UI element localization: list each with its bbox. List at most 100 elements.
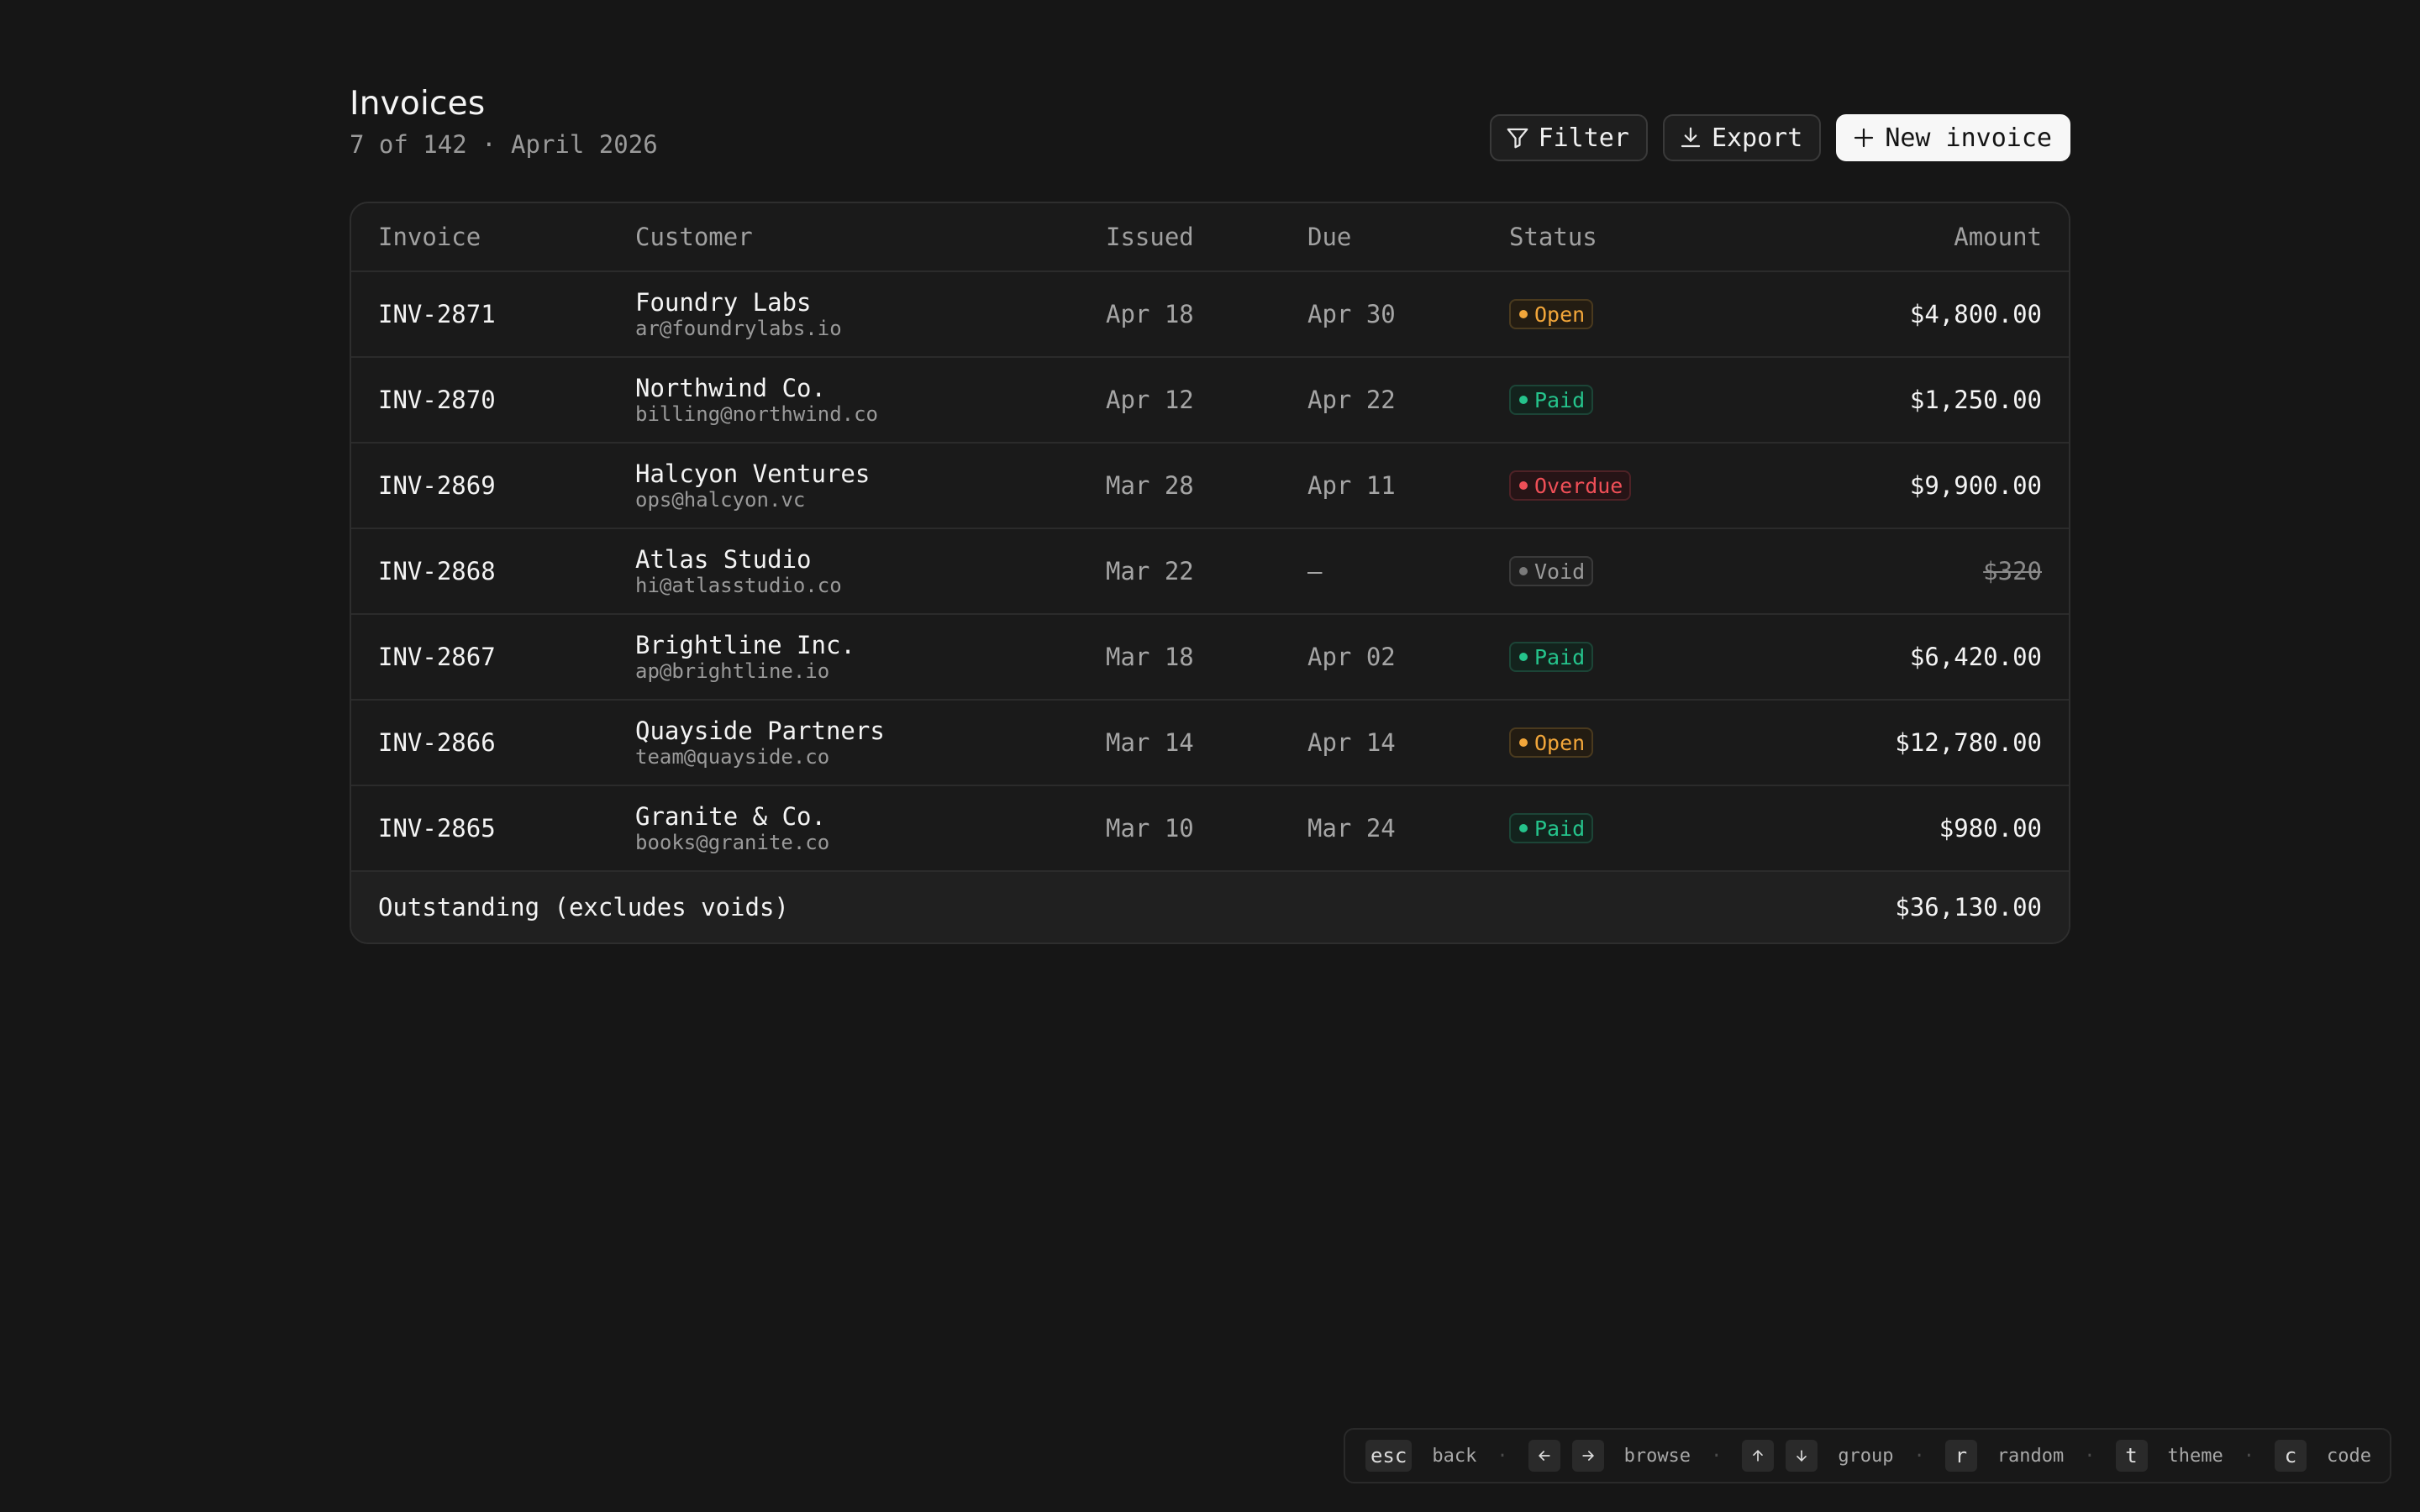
invoice-amount: $6,420.00 (1909, 643, 2042, 671)
invoice-amount: $320 (1983, 557, 2042, 585)
shortcut-label-random: random (1996, 1445, 2065, 1467)
status-label: Void (1534, 559, 1586, 584)
issued-date: Apr 18 (1106, 300, 1194, 328)
status-badge: Void (1509, 556, 1594, 586)
status-label: Paid (1534, 644, 1586, 669)
export-button[interactable]: Export (1662, 114, 1822, 161)
status-dot (1519, 653, 1528, 661)
table-footer-row: Outstanding (excludes voids) $36,130.00 (351, 870, 2069, 942)
status-label: Paid (1534, 816, 1586, 841)
arrow-right-icon (1581, 1451, 1594, 1461)
arrow-up-icon (1753, 1450, 1764, 1462)
status-dot (1519, 824, 1528, 832)
separator: · (1497, 1445, 1508, 1467)
table-row[interactable]: INV-2867 Brightline Inc. ap@brightline.i… (351, 613, 2069, 699)
column-header-due[interactable]: Due (1307, 223, 1352, 251)
arrow-left-icon (1538, 1451, 1550, 1461)
invoice-id: INV-2870 (378, 386, 496, 414)
invoice-id: INV-2869 (378, 471, 496, 500)
status-dot (1519, 310, 1528, 318)
status-badge: Paid (1509, 813, 1594, 843)
status-badge: Overdue (1509, 470, 1632, 501)
esc-key[interactable]: esc (1365, 1440, 1413, 1472)
outstanding-amount: $36,130.00 (1895, 893, 2042, 921)
customer-name: Granite & Co. (635, 802, 826, 831)
customer-name: Northwind Co. (635, 374, 826, 402)
invoice-id: INV-2868 (378, 557, 496, 585)
table-row[interactable]: INV-2869 Halcyon Ventures ops@halcyon.vc… (351, 442, 2069, 528)
status-label: Paid (1534, 387, 1586, 412)
keyboard-shortcuts-bar: esc back · browse · group · r random · t… (1343, 1428, 2391, 1483)
plus-icon (1854, 128, 1874, 148)
issued-date: Mar 28 (1106, 471, 1194, 500)
r-key[interactable]: r (1944, 1440, 1977, 1472)
status-badge: Paid (1509, 385, 1594, 415)
customer-name: Foundry Labs (635, 288, 812, 317)
c-key[interactable]: c (2275, 1440, 2307, 1472)
arrow-up-key[interactable] (1742, 1440, 1775, 1472)
status-badge: Open (1509, 299, 1594, 329)
page-header: Invoices 7 of 142 · April 2026 Filter Ex… (350, 81, 2070, 173)
customer-email: hi@atlasstudio.co (635, 574, 842, 597)
separator: · (2084, 1445, 2096, 1467)
issued-date: Mar 18 (1106, 643, 1194, 671)
status-dot (1519, 396, 1528, 404)
column-header-status[interactable]: Status (1509, 223, 1597, 251)
status-dot (1519, 738, 1528, 747)
column-header-issued[interactable]: Issued (1106, 223, 1194, 251)
table-row[interactable]: INV-2870 Northwind Co. billing@northwind… (351, 356, 2069, 442)
column-header-invoice[interactable]: Invoice (378, 223, 481, 251)
issued-date: Apr 12 (1106, 386, 1194, 414)
arrow-down-key[interactable] (1786, 1440, 1818, 1472)
invoice-amount: $9,900.00 (1909, 471, 2042, 500)
invoice-id: INV-2871 (378, 300, 496, 328)
header-actions: Filter Export New invoice (1489, 114, 2070, 161)
invoice-id: INV-2866 (378, 728, 496, 757)
invoice-amount: $980.00 (1939, 814, 2042, 843)
table-row[interactable]: INV-2871 Foundry Labs ar@foundrylabs.io … (351, 270, 2069, 356)
due-date: Apr 14 (1307, 728, 1396, 757)
column-header-amount[interactable]: Amount (1954, 223, 2042, 251)
due-date: Apr 30 (1307, 300, 1396, 328)
due-date: Apr 02 (1307, 643, 1396, 671)
download-icon (1681, 127, 1701, 148)
customer-email: books@granite.co (635, 831, 830, 854)
shortcut-label-browse: browse (1623, 1445, 1691, 1467)
shortcut-label-theme: theme (2167, 1445, 2223, 1467)
page-subtitle: 7 of 142 · April 2026 (350, 130, 658, 159)
arrow-down-icon (1797, 1450, 1807, 1462)
outstanding-label: Outstanding (excludes voids) (378, 893, 789, 921)
due-date: Apr 22 (1307, 386, 1396, 414)
separator: · (2243, 1445, 2255, 1467)
customer-email: ap@brightline.io (635, 659, 830, 683)
table-row[interactable]: INV-2868 Atlas Studio hi@atlasstudio.co … (351, 528, 2069, 613)
arrow-right-key[interactable] (1571, 1440, 1604, 1472)
invoice-id: INV-2867 (378, 643, 496, 671)
invoice-amount: $4,800.00 (1909, 300, 2042, 328)
export-button-label: Export (1711, 123, 1803, 153)
arrow-left-key[interactable] (1528, 1440, 1560, 1472)
filter-button-label: Filter (1538, 123, 1629, 153)
customer-email: billing@northwind.co (635, 402, 878, 426)
table-row[interactable]: INV-2865 Granite & Co. books@granite.co … (351, 785, 2069, 870)
customer-name: Atlas Studio (635, 545, 812, 574)
separator: · (1913, 1445, 1925, 1467)
t-key[interactable]: t (2115, 1440, 2148, 1472)
shortcut-label-group: group (1838, 1445, 1894, 1467)
table-row[interactable]: INV-2866 Quayside Partners team@quayside… (351, 699, 2069, 785)
invoice-id: INV-2865 (378, 814, 496, 843)
new-invoice-button-label: New invoice (1885, 123, 2052, 153)
issued-date: Mar 10 (1106, 814, 1194, 843)
due-date: Apr 11 (1307, 471, 1396, 500)
due-date: Mar 24 (1307, 814, 1396, 843)
filter-icon (1507, 128, 1528, 149)
new-invoice-button[interactable]: New invoice (1836, 114, 2070, 161)
page-title: Invoices (350, 85, 486, 123)
filter-button[interactable]: Filter (1489, 114, 1648, 161)
status-label: Overdue (1534, 473, 1623, 498)
column-header-customer[interactable]: Customer (635, 223, 753, 251)
invoices-table: Invoice Customer Issued Due Status Amoun… (350, 202, 2070, 944)
status-label: Open (1534, 302, 1586, 327)
status-dot (1519, 567, 1528, 575)
